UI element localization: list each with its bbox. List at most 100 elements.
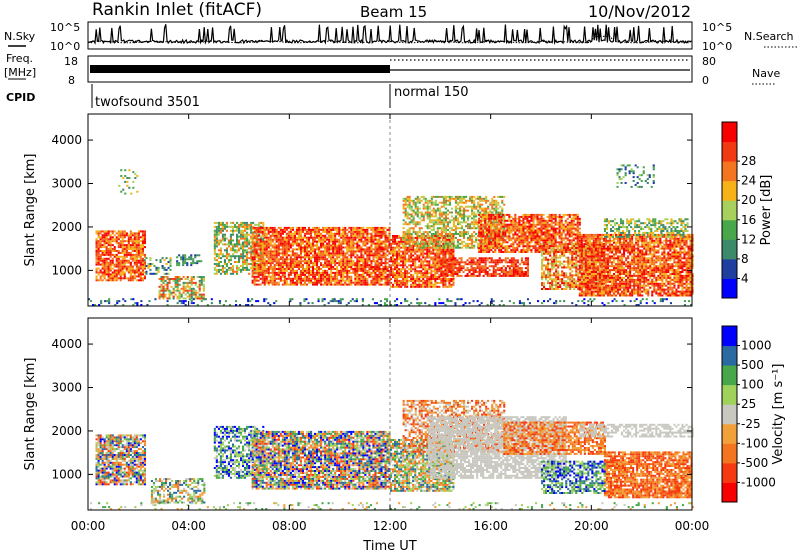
rti-cell bbox=[458, 271, 461, 273]
rti-cell bbox=[198, 283, 201, 286]
rti-cell bbox=[428, 264, 431, 267]
rti-cell bbox=[155, 272, 158, 275]
rti-cell bbox=[308, 256, 311, 259]
rti-cell bbox=[332, 244, 335, 247]
rti-cell bbox=[251, 226, 254, 229]
rti-cell bbox=[477, 197, 480, 200]
rti-cell bbox=[390, 250, 393, 253]
rti-cell bbox=[374, 238, 377, 241]
rti-cell bbox=[342, 271, 345, 274]
rti-cell bbox=[350, 281, 353, 284]
rti-cell bbox=[368, 240, 371, 243]
freq-panel-frame bbox=[87, 55, 693, 83]
rti-cell bbox=[129, 263, 132, 266]
rti-cell bbox=[312, 250, 315, 253]
rti-cell bbox=[484, 227, 487, 230]
rti-cell bbox=[291, 277, 294, 280]
rti-cell bbox=[308, 260, 311, 263]
rti-cell bbox=[418, 270, 421, 273]
rti-cell bbox=[478, 245, 481, 248]
rti-cell bbox=[406, 279, 409, 282]
rti-cell bbox=[370, 242, 373, 245]
rti-cell bbox=[236, 239, 239, 242]
rti-cell bbox=[454, 271, 457, 273]
rti-cell bbox=[334, 258, 337, 261]
rti-cell bbox=[253, 262, 256, 265]
rti-cell bbox=[495, 207, 498, 210]
rti-cell bbox=[271, 273, 274, 276]
rti-cell bbox=[434, 285, 437, 288]
rti-cell bbox=[95, 253, 98, 256]
rti-cell bbox=[478, 274, 481, 277]
rti-cell bbox=[402, 238, 405, 241]
rti-cell bbox=[410, 227, 413, 230]
rti-cell bbox=[250, 255, 253, 258]
rti-cell bbox=[273, 246, 276, 249]
rti-cell bbox=[194, 289, 197, 292]
rti-cell bbox=[510, 265, 513, 268]
rti-cell bbox=[273, 269, 276, 272]
rti-cell bbox=[471, 244, 474, 247]
rti-cell bbox=[364, 271, 367, 274]
rti-cell bbox=[456, 195, 459, 198]
rti-cell bbox=[436, 209, 439, 212]
rti-cell bbox=[470, 269, 473, 272]
rti-cell bbox=[424, 268, 427, 271]
rti-cell bbox=[131, 269, 134, 272]
rti-cell bbox=[133, 273, 136, 276]
rti-cell bbox=[408, 250, 411, 253]
rti-cell bbox=[295, 230, 298, 233]
rti-cell bbox=[476, 263, 479, 266]
rti-cell bbox=[312, 244, 315, 247]
rti-cell bbox=[386, 268, 389, 270]
rti-cell bbox=[382, 277, 385, 280]
rti-cell bbox=[372, 230, 375, 233]
rti-cell bbox=[360, 283, 363, 286]
rti-cell bbox=[336, 258, 339, 261]
rti-cell bbox=[281, 238, 284, 241]
rti-cell bbox=[464, 274, 467, 277]
rti-cell bbox=[364, 228, 367, 231]
rti-cell bbox=[251, 258, 254, 261]
rti-cell bbox=[99, 242, 102, 245]
rti-cell bbox=[260, 253, 263, 256]
rti-cell bbox=[167, 272, 170, 275]
rti-cell bbox=[414, 252, 417, 255]
rti-cell bbox=[303, 271, 306, 274]
rti-cell bbox=[232, 243, 235, 246]
rti-cell bbox=[289, 242, 292, 245]
rti-cell bbox=[281, 246, 284, 249]
rti-cell bbox=[312, 283, 315, 286]
rti-cell bbox=[448, 211, 451, 214]
rti-cell bbox=[469, 246, 472, 249]
rti-cell bbox=[314, 264, 317, 267]
rti-cell bbox=[135, 234, 138, 237]
rti-cell bbox=[340, 228, 343, 231]
rti-cell bbox=[384, 260, 387, 263]
rti-cell bbox=[275, 264, 278, 267]
rti-cell bbox=[312, 281, 315, 284]
rti-cell bbox=[225, 257, 228, 260]
rti-cell bbox=[374, 281, 377, 284]
rti-cell bbox=[141, 257, 144, 260]
rti-cell bbox=[202, 287, 205, 290]
rti-cell bbox=[396, 236, 399, 239]
rti-cell bbox=[176, 279, 179, 282]
rti-cell bbox=[477, 205, 480, 208]
rti-cell bbox=[452, 278, 455, 280]
rti-cell bbox=[374, 228, 377, 231]
rti-cell bbox=[141, 230, 144, 233]
rti-cell bbox=[277, 258, 280, 261]
rti-cell bbox=[446, 279, 449, 282]
rti-cell bbox=[293, 273, 296, 276]
rti-cell bbox=[348, 238, 351, 241]
rti-cell bbox=[257, 248, 260, 251]
rti-cell bbox=[95, 244, 98, 247]
rti-cell bbox=[358, 275, 361, 278]
rti-cell bbox=[368, 226, 371, 229]
rti-cell bbox=[424, 274, 427, 277]
rti-cell bbox=[456, 197, 459, 200]
rti-cell bbox=[200, 279, 203, 282]
rti-cell bbox=[378, 281, 381, 284]
rti-cell bbox=[320, 240, 323, 243]
